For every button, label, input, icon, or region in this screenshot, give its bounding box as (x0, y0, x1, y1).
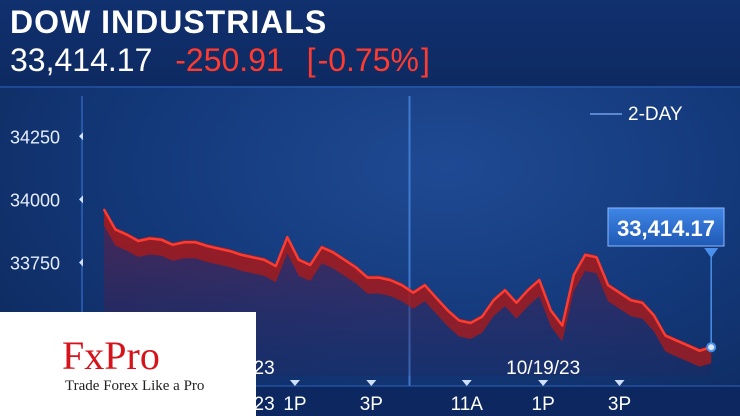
y-tick-marker (79, 258, 83, 267)
data-point (229, 250, 231, 252)
y-tick-label: 34000 (10, 190, 60, 210)
data-point (653, 314, 655, 317)
data-point (641, 302, 644, 304)
series-ribbon (104, 207, 712, 367)
data-point (412, 291, 415, 294)
data-point (263, 259, 266, 261)
data-point (515, 302, 518, 304)
pct-open-bracket: [ (306, 42, 316, 78)
x-tick-label: 11A (451, 394, 484, 415)
pct-close-bracket: ] (420, 42, 430, 78)
y-tick-marker (79, 195, 83, 204)
data-point (217, 247, 220, 250)
data-point (275, 265, 277, 268)
data-point (492, 299, 495, 302)
percent-change: -0.75% (317, 42, 419, 78)
y-tick-label: 34250 (10, 127, 60, 147)
price-row: 33,414.17 -250.91 [-0.75%] (10, 42, 444, 80)
data-point (366, 276, 369, 279)
callout-pointer (704, 248, 719, 258)
data-point (171, 243, 174, 246)
data-point (355, 266, 357, 269)
x-tick-marker (366, 380, 377, 386)
header-divider (0, 86, 740, 88)
data-point (607, 284, 609, 286)
data-point (320, 246, 323, 249)
fxpro-logo-panel: FxPro Trade Forex Like a Pro (0, 312, 256, 416)
data-point (332, 251, 334, 254)
callout-value: 33,414.17 (617, 216, 715, 241)
data-point (584, 254, 586, 256)
data-point (664, 334, 667, 337)
x-tick-label: 1P (532, 394, 555, 415)
series-line (102, 208, 712, 353)
data-point (549, 309, 552, 312)
data-point (423, 284, 426, 286)
data-point (401, 284, 403, 286)
last-value-dot (706, 342, 717, 353)
data-point (160, 238, 163, 241)
data-point (446, 309, 449, 312)
data-point (572, 274, 575, 276)
ticker-header: DOW INDUSTRIALS 33,414.17 -250.91 [-0.75… (0, 0, 740, 86)
data-point (595, 256, 598, 259)
data-point (389, 279, 392, 281)
date-label: 10/19/23 (506, 358, 580, 379)
x-tick-label: 3P (608, 394, 631, 415)
data-point (286, 236, 289, 239)
x-tick-label: 3P (360, 394, 383, 415)
data-point (240, 254, 243, 256)
data-point (194, 241, 197, 244)
x-tick-marker (538, 380, 549, 386)
data-point (149, 237, 151, 240)
data-point (343, 259, 346, 261)
data-point (698, 349, 701, 352)
data-point (676, 339, 678, 342)
data-point (527, 289, 529, 292)
x-tick-label: 1P (283, 394, 306, 415)
data-point (378, 276, 380, 279)
last-price: 33,414.17 (10, 42, 153, 78)
data-point (252, 256, 254, 259)
data-point (297, 259, 300, 261)
fxpro-logo: FxPro (62, 333, 160, 378)
point-change: -250.91 (175, 42, 284, 78)
y-tick-label: 33750 (10, 253, 60, 273)
data-point (630, 299, 632, 302)
data-point (481, 315, 483, 318)
data-point (137, 240, 140, 242)
data-point (561, 324, 564, 327)
data-point (309, 264, 312, 266)
callout-box (607, 207, 725, 247)
data-point (538, 279, 541, 281)
data-point (687, 344, 690, 347)
index-name: DOW INDUSTRIALS (10, 4, 328, 40)
timeframe-label: 2-DAY (628, 104, 683, 125)
x-tick-marker (289, 380, 300, 386)
data-point (206, 245, 208, 247)
y-tick-marker (79, 132, 83, 141)
data-point (469, 322, 472, 324)
data-point (458, 319, 460, 322)
data-point (183, 241, 185, 244)
data-point (114, 228, 117, 231)
x-tick-marker (614, 380, 625, 386)
data-point (618, 291, 621, 294)
data-point (435, 296, 438, 299)
data-point (103, 208, 105, 211)
data-point (504, 289, 506, 292)
fxpro-slogan: Trade Forex Like a Pro (65, 378, 205, 394)
x-tick-marker (461, 380, 472, 386)
data-point (126, 233, 128, 236)
